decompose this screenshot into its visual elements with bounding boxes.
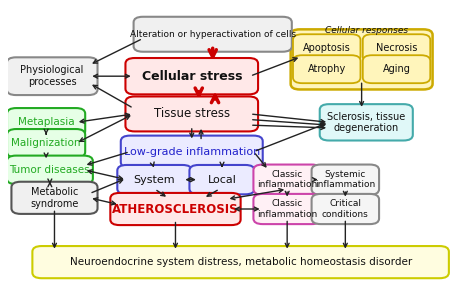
FancyBboxPatch shape (110, 193, 241, 225)
Text: Apoptosis: Apoptosis (303, 43, 351, 53)
Text: Critical
conditions: Critical conditions (322, 199, 369, 219)
Text: System: System (134, 175, 175, 185)
FancyBboxPatch shape (7, 108, 85, 137)
FancyBboxPatch shape (254, 194, 321, 224)
FancyBboxPatch shape (363, 34, 430, 62)
Text: Malignization: Malignization (11, 138, 81, 148)
Text: Tissue stress: Tissue stress (154, 107, 230, 121)
Text: Cellular responses: Cellular responses (325, 26, 408, 35)
FancyBboxPatch shape (293, 34, 360, 62)
FancyBboxPatch shape (311, 194, 379, 224)
FancyBboxPatch shape (11, 182, 98, 214)
Text: Sclerosis, tissue
degeneration: Sclerosis, tissue degeneration (327, 112, 405, 133)
Text: Necrosis: Necrosis (376, 43, 417, 53)
Text: Alteration or hyperactivation of cells: Alteration or hyperactivation of cells (130, 30, 296, 39)
Text: Systemic
inflammation: Systemic inflammation (315, 170, 375, 189)
FancyBboxPatch shape (254, 165, 321, 195)
Text: Aging: Aging (383, 64, 410, 74)
Text: Local: Local (208, 175, 237, 185)
FancyBboxPatch shape (363, 55, 430, 83)
Text: ATHEROSCLEROSIS: ATHEROSCLEROSIS (112, 203, 239, 216)
FancyBboxPatch shape (320, 104, 413, 140)
Text: Metabolic
syndrome: Metabolic syndrome (30, 187, 79, 209)
FancyBboxPatch shape (293, 55, 360, 83)
Text: Classic
inflammation: Classic inflammation (257, 170, 317, 189)
Text: Cellular stress: Cellular stress (142, 70, 242, 83)
FancyBboxPatch shape (126, 96, 258, 132)
FancyBboxPatch shape (117, 165, 192, 194)
FancyBboxPatch shape (7, 129, 85, 158)
FancyBboxPatch shape (121, 136, 263, 168)
FancyBboxPatch shape (7, 57, 98, 95)
Text: Classic
inflammation: Classic inflammation (257, 199, 317, 219)
FancyBboxPatch shape (190, 165, 255, 194)
FancyBboxPatch shape (32, 246, 449, 278)
FancyBboxPatch shape (291, 29, 433, 89)
Text: Neuroendocrine system distress, metabolic homeostasis disorder: Neuroendocrine system distress, metaboli… (70, 257, 412, 267)
Text: Atrophy: Atrophy (308, 64, 346, 74)
Text: Metaplasia: Metaplasia (18, 117, 74, 127)
Text: Low-grade inflammation: Low-grade inflammation (124, 147, 260, 157)
FancyBboxPatch shape (311, 165, 379, 195)
FancyBboxPatch shape (7, 156, 93, 184)
Text: Tumor diseases: Tumor diseases (9, 165, 90, 175)
Text: Physiological
processes: Physiological processes (20, 65, 84, 87)
FancyBboxPatch shape (134, 17, 292, 52)
FancyBboxPatch shape (126, 58, 258, 94)
